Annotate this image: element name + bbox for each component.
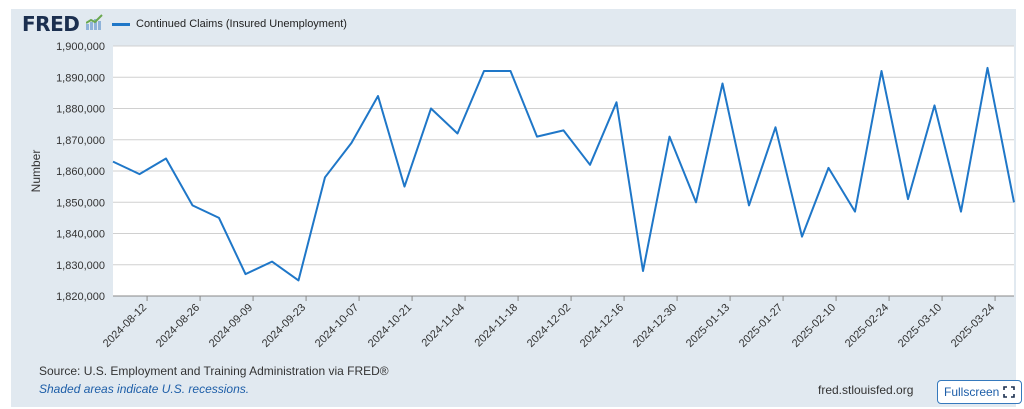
- x-tick-label: 2025-01-13: [684, 302, 732, 350]
- x-tick-label: 2024-12-02: [525, 302, 573, 350]
- data-point[interactable]: [111, 160, 115, 164]
- data-point[interactable]: [906, 197, 910, 201]
- y-tick-label: 1,850,000: [56, 197, 105, 209]
- site-url[interactable]: fred.stlouisfed.org: [818, 383, 914, 397]
- data-point[interactable]: [1012, 200, 1016, 204]
- data-point[interactable]: [800, 235, 804, 239]
- data-point[interactable]: [774, 125, 778, 129]
- data-point[interactable]: [376, 94, 380, 98]
- chart-legend[interactable]: Continued Claims (Insured Unemployment): [112, 15, 347, 33]
- y-tick-label: 1,820,000: [56, 291, 105, 303]
- data-point[interactable]: [562, 128, 566, 132]
- x-tick-label: 2024-11-18: [472, 302, 520, 350]
- source-text: Source: U.S. Employment and Training Adm…: [39, 364, 389, 378]
- data-point[interactable]: [721, 82, 725, 86]
- y-tick-label: 1,900,000: [56, 41, 105, 53]
- fred-logo[interactable]: FRED: [22, 12, 80, 36]
- series-line[interactable]: [112, 66, 1015, 282]
- y-tick-label: 1,870,000: [56, 135, 105, 147]
- y-axis-title: Number: [29, 150, 43, 193]
- data-point[interactable]: [244, 272, 248, 276]
- data-point[interactable]: [482, 69, 486, 73]
- x-tick-label: 2024-12-30: [631, 302, 679, 350]
- data-point[interactable]: [827, 166, 831, 170]
- x-tick-label: 2025-03-10: [896, 302, 944, 350]
- data-point[interactable]: [535, 135, 539, 139]
- x-tick-label: 2025-03-24: [949, 302, 997, 350]
- data-point[interactable]: [959, 210, 963, 214]
- x-tick-label: 2025-02-10: [790, 302, 838, 350]
- data-point[interactable]: [429, 107, 433, 111]
- data-point[interactable]: [138, 172, 142, 176]
- data-point[interactable]: [509, 69, 513, 73]
- x-tick-label: 2025-02-24: [843, 302, 891, 350]
- y-tick-label: 1,830,000: [56, 260, 105, 272]
- fullscreen-label: Fullscreen: [944, 385, 1000, 399]
- data-point[interactable]: [191, 203, 195, 207]
- x-tick-label: 2024-10-07: [313, 302, 361, 350]
- x-tick-label: 2024-12-16: [578, 302, 626, 350]
- data-point[interactable]: [297, 278, 301, 282]
- data-point[interactable]: [323, 175, 327, 179]
- y-tick-label: 1,880,000: [56, 104, 105, 116]
- data-point[interactable]: [880, 69, 884, 73]
- x-tick-label: 2024-08-26: [154, 302, 202, 350]
- legend-label: Continued Claims (Insured Unemployment): [136, 18, 347, 30]
- data-point[interactable]: [747, 203, 751, 207]
- x-tick-label: 2024-09-23: [260, 302, 308, 350]
- data-point[interactable]: [350, 141, 354, 145]
- data-point[interactable]: [853, 210, 857, 214]
- expand-icon: [1003, 386, 1016, 398]
- data-point[interactable]: [270, 260, 274, 264]
- data-point[interactable]: [615, 100, 619, 104]
- data-point[interactable]: [694, 200, 698, 204]
- data-point[interactable]: [217, 216, 221, 220]
- data-point[interactable]: [456, 132, 460, 136]
- recession-note: Shaded areas indicate U.S. recessions.: [39, 382, 250, 396]
- y-tick-label: 1,890,000: [56, 72, 105, 84]
- data-point[interactable]: [986, 66, 990, 70]
- x-tick-label: 2024-11-04: [419, 302, 467, 350]
- x-tick-label: 2024-08-12: [101, 302, 149, 350]
- data-point[interactable]: [403, 185, 407, 189]
- data-point[interactable]: [588, 163, 592, 167]
- x-tick-label: 2024-09-09: [207, 302, 255, 350]
- fullscreen-button[interactable]: Fullscreen: [937, 380, 1023, 404]
- y-tick-label: 1,840,000: [56, 229, 105, 241]
- y-tick-label: 1,860,000: [56, 166, 105, 178]
- x-tick-label: 2025-01-27: [737, 302, 785, 350]
- data-point[interactable]: [641, 269, 645, 273]
- legend-swatch: [112, 22, 130, 26]
- data-point[interactable]: [933, 103, 937, 107]
- data-point[interactable]: [164, 157, 168, 161]
- chart-line-icon: [86, 14, 103, 30]
- x-tick-label: 2024-10-21: [366, 302, 414, 350]
- data-point[interactable]: [668, 135, 672, 139]
